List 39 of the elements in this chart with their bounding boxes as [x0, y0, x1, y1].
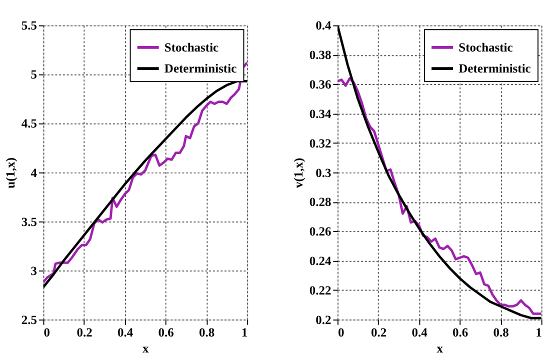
x-tick-label: 0.2	[370, 325, 387, 340]
line-series	[338, 77, 542, 315]
x-tick-label: 0.8	[493, 325, 509, 340]
y-tick-label: 5	[30, 68, 38, 82]
legend-label: Stochastic	[458, 40, 514, 54]
y-tick-label: 0.3	[316, 166, 332, 180]
legend-label: Deterministic	[458, 61, 532, 76]
x-tick-label: 0.4	[117, 325, 134, 340]
y-tick-label: 0.26	[309, 224, 332, 239]
y-tick-label: 0.36	[309, 78, 332, 92]
x-axis-title: x	[142, 342, 150, 356]
y-tick-label: 0.28	[309, 195, 332, 210]
x-tick-label: 0	[338, 325, 344, 340]
y-tick-label: 3.5	[21, 214, 38, 229]
y-tick-label: 0.2	[316, 312, 332, 327]
x-tick-label: 0.4	[412, 325, 428, 340]
legend-label: Deterministic	[164, 61, 238, 76]
y-tick-label: 5.5	[21, 18, 38, 33]
x-axis-title: x	[436, 342, 444, 356]
x-tick-label: 0.8	[199, 325, 215, 340]
y-tick-label: 0.22	[309, 283, 332, 298]
y-axis-title: v(1,x)	[292, 158, 306, 188]
x-tick-label: 1	[241, 325, 248, 340]
y-tick-label: 0.32	[309, 136, 332, 150]
x-tick-label: 0.6	[158, 325, 174, 340]
y-tick-label: 2.5	[21, 312, 38, 327]
y-tick-label: 0.38	[309, 48, 332, 62]
y-tick-label: 3	[30, 264, 38, 278]
y-tick-label: 0.24	[309, 254, 332, 268]
x-tick-label: 1	[536, 325, 542, 340]
y-tick-label: 0.4	[316, 18, 332, 33]
x-tick-label: 0	[44, 325, 50, 340]
x-tick-label: 0.6	[452, 325, 468, 340]
x-tick-label: 0.2	[76, 325, 92, 340]
legend-label: Stochastic	[164, 40, 220, 54]
y-axis-title: u(1,x)	[4, 157, 18, 188]
y-tick-label: 4.5	[21, 116, 38, 131]
y-tick-label: 0.34	[309, 106, 332, 121]
y-tick-label: 4	[30, 166, 38, 180]
